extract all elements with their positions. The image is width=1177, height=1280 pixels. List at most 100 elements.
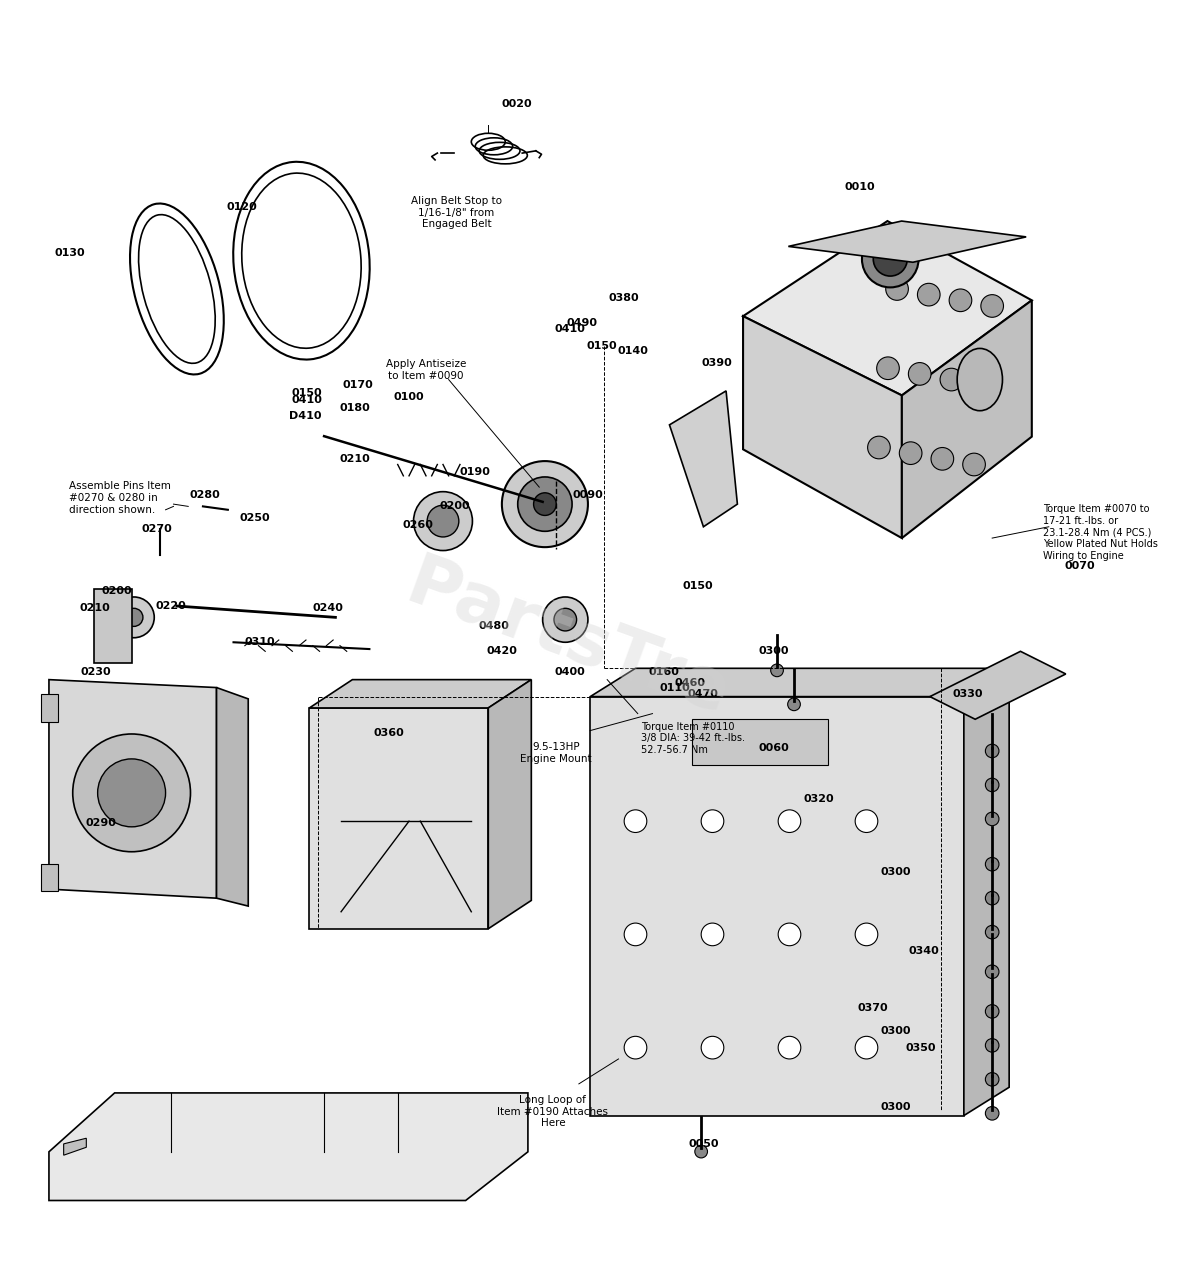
Circle shape <box>427 506 459 536</box>
Circle shape <box>113 596 154 637</box>
Text: 0230: 0230 <box>80 667 111 677</box>
Polygon shape <box>590 668 1009 696</box>
Text: 0070: 0070 <box>1064 562 1095 571</box>
Text: 0410: 0410 <box>292 396 322 404</box>
Circle shape <box>701 923 724 946</box>
Polygon shape <box>49 1093 528 1201</box>
Text: Torque Item #0070 to
17-21 ft.-lbs. or
23.1-28.4 Nm (4 PCS.)
Yellow Plated Nut H: Torque Item #0070 to 17-21 ft.-lbs. or 2… <box>1043 504 1158 561</box>
Text: 0290: 0290 <box>86 818 117 828</box>
Polygon shape <box>49 680 217 899</box>
Text: 0360: 0360 <box>373 728 404 737</box>
Circle shape <box>972 374 995 397</box>
Circle shape <box>877 357 899 380</box>
Text: 0170: 0170 <box>343 380 373 390</box>
Circle shape <box>533 493 557 516</box>
Polygon shape <box>217 687 248 906</box>
Text: PartsTre: PartsTre <box>397 549 739 731</box>
Text: 0160: 0160 <box>649 667 679 677</box>
Text: 0200: 0200 <box>101 586 132 596</box>
Circle shape <box>518 477 572 531</box>
Text: 0270: 0270 <box>141 524 172 534</box>
Text: 0340: 0340 <box>909 946 939 956</box>
Circle shape <box>778 810 800 832</box>
Polygon shape <box>94 589 132 663</box>
Text: 0390: 0390 <box>701 357 732 367</box>
Text: 0380: 0380 <box>609 293 639 303</box>
Circle shape <box>73 733 191 851</box>
Circle shape <box>624 1037 647 1059</box>
Text: Apply Antiseize
to Item #0090: Apply Antiseize to Item #0090 <box>386 360 466 380</box>
Polygon shape <box>590 696 964 1116</box>
Text: 0460: 0460 <box>674 678 705 689</box>
Circle shape <box>873 242 907 276</box>
Text: 0240: 0240 <box>312 603 343 613</box>
Circle shape <box>985 744 999 758</box>
Text: 0220: 0220 <box>155 602 187 611</box>
Circle shape <box>899 442 922 465</box>
Text: 0150: 0150 <box>292 388 322 398</box>
Text: 0420: 0420 <box>486 646 518 657</box>
Polygon shape <box>789 221 1026 262</box>
Circle shape <box>931 448 953 470</box>
Bar <box>41 694 58 722</box>
Circle shape <box>856 923 878 946</box>
Polygon shape <box>488 680 531 929</box>
Text: 0350: 0350 <box>905 1043 936 1052</box>
Polygon shape <box>310 680 531 708</box>
Text: 0310: 0310 <box>245 637 275 648</box>
Polygon shape <box>743 221 1032 396</box>
Text: 0320: 0320 <box>804 794 834 804</box>
Circle shape <box>985 925 999 940</box>
Text: Torque Item #0110
3/8 DIA: 39-42 ft.-lbs.
52.7-56.7 Nm: Torque Item #0110 3/8 DIA: 39-42 ft.-lbs… <box>641 722 745 755</box>
Text: 0280: 0280 <box>189 490 220 500</box>
Circle shape <box>694 1146 707 1158</box>
Polygon shape <box>902 301 1032 538</box>
Circle shape <box>886 278 909 301</box>
Circle shape <box>787 698 800 710</box>
Polygon shape <box>930 652 1065 719</box>
Circle shape <box>867 436 890 458</box>
Circle shape <box>125 608 142 626</box>
Text: 0050: 0050 <box>689 1139 719 1149</box>
Text: 0100: 0100 <box>394 392 425 402</box>
Circle shape <box>985 1073 999 1087</box>
Text: Align Belt Stop to
1/16-1/8" from
Engaged Belt: Align Belt Stop to 1/16-1/8" from Engage… <box>411 196 503 229</box>
Circle shape <box>778 923 800 946</box>
Polygon shape <box>670 390 738 527</box>
Circle shape <box>778 1037 800 1059</box>
Circle shape <box>985 1005 999 1018</box>
Text: 0410: 0410 <box>554 324 585 334</box>
Circle shape <box>771 664 784 677</box>
Circle shape <box>862 230 918 288</box>
Bar <box>41 864 58 891</box>
Text: 0210: 0210 <box>339 454 370 463</box>
Text: 0330: 0330 <box>952 690 983 699</box>
Circle shape <box>985 965 999 979</box>
Polygon shape <box>310 708 488 929</box>
Text: Assemble Pins Item
#0270 & 0280 in
direction shown.: Assemble Pins Item #0270 & 0280 in direc… <box>69 481 171 515</box>
Bar <box>692 719 827 764</box>
Circle shape <box>940 369 963 390</box>
Circle shape <box>980 294 1004 317</box>
Text: 0470: 0470 <box>689 690 719 699</box>
Text: 0300: 0300 <box>880 1025 911 1036</box>
Text: 0210: 0210 <box>80 603 111 613</box>
Text: 0190: 0190 <box>459 467 490 477</box>
Text: 0090: 0090 <box>572 490 604 500</box>
Text: 0200: 0200 <box>439 502 470 512</box>
Text: 0260: 0260 <box>403 520 433 530</box>
Text: 0180: 0180 <box>339 403 370 413</box>
Text: Long Loop of
Item #0190 Attaches
Here: Long Loop of Item #0190 Attaches Here <box>498 1096 609 1129</box>
Text: 0060: 0060 <box>758 742 789 753</box>
Circle shape <box>985 858 999 870</box>
Circle shape <box>909 362 931 385</box>
Polygon shape <box>743 316 902 538</box>
Text: 0250: 0250 <box>240 513 271 522</box>
Circle shape <box>963 453 985 476</box>
Circle shape <box>985 812 999 826</box>
Circle shape <box>501 461 588 547</box>
Text: 0010: 0010 <box>844 182 875 192</box>
Circle shape <box>543 596 588 643</box>
Circle shape <box>985 778 999 792</box>
Text: D410: D410 <box>288 411 321 421</box>
